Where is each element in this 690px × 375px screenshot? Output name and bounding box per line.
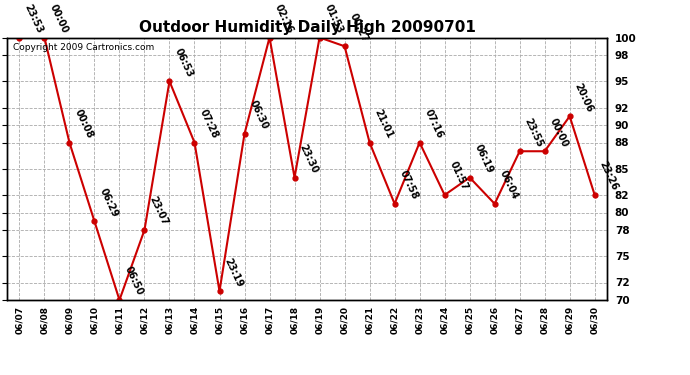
Text: 06:50: 06:50 — [122, 265, 144, 297]
Text: 23:53: 23:53 — [22, 2, 44, 35]
Text: 06:29: 06:29 — [97, 186, 119, 219]
Text: 00:08: 00:08 — [72, 107, 95, 140]
Text: 07:28: 07:28 — [197, 107, 219, 140]
Text: 23:26: 23:26 — [598, 160, 620, 192]
Text: 01:53: 01:53 — [322, 2, 344, 35]
Text: 02:16: 02:16 — [273, 2, 295, 35]
Text: 21:01: 21:01 — [373, 107, 395, 140]
Text: 07:16: 07:16 — [422, 107, 444, 140]
Text: 23:55: 23:55 — [522, 116, 544, 148]
Text: Copyright 2009 Cartronics.com: Copyright 2009 Cartronics.com — [13, 43, 154, 52]
Text: 23:30: 23:30 — [297, 142, 319, 175]
Text: 06:19: 06:19 — [473, 142, 495, 175]
Text: 23:07: 23:07 — [147, 195, 170, 227]
Text: 00:00: 00:00 — [547, 116, 570, 148]
Text: 01:57: 01:57 — [447, 160, 470, 192]
Text: 07:58: 07:58 — [397, 168, 420, 201]
Text: 00:00: 00:00 — [47, 2, 70, 35]
Title: Outdoor Humidity Daily High 20090701: Outdoor Humidity Daily High 20090701 — [139, 20, 475, 35]
Text: 23:19: 23:19 — [222, 256, 244, 288]
Text: 06:53: 06:53 — [172, 46, 195, 78]
Text: 06:30: 06:30 — [247, 99, 270, 131]
Text: 20:06: 20:06 — [573, 81, 595, 114]
Text: 00:27: 00:27 — [347, 11, 370, 44]
Text: 06:04: 06:04 — [497, 169, 520, 201]
